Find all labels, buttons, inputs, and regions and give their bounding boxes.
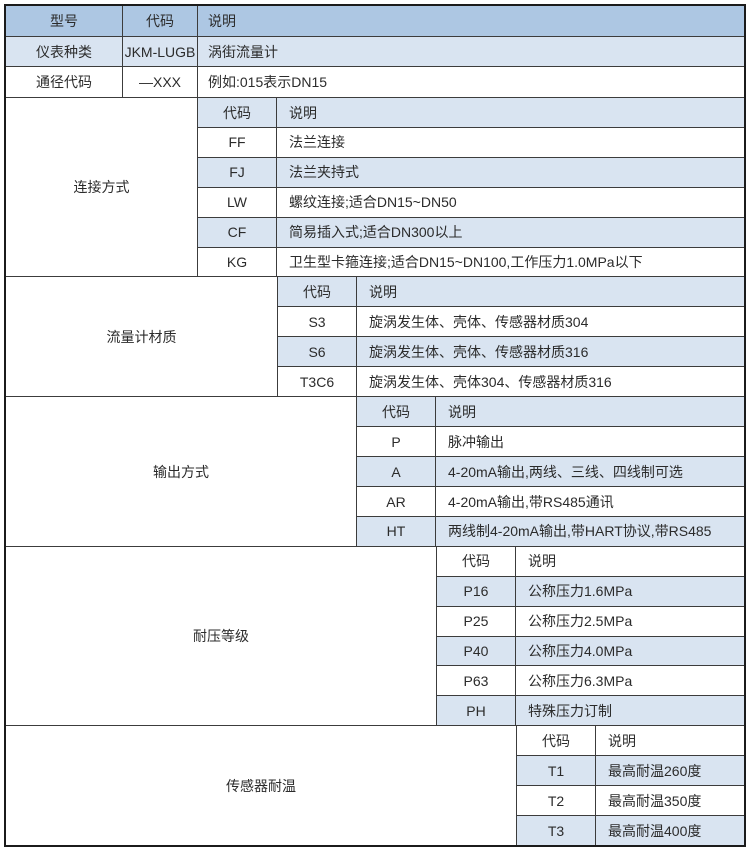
desc-cell: 旋涡发生体、壳体304、传感器材质316 [369,373,612,390]
desc-cell: 公称压力4.0MPa [528,642,633,659]
desc-cell: 公称压力1.6MPa [528,583,633,600]
table-row: AR 4-20mA输出,带RS485通讯 [357,487,744,517]
header-cell-model: 型号 [6,6,123,36]
code-cell: P16 [437,576,516,606]
code-cell: T3C6 [278,367,357,397]
section-connection-type: 连接方式 代码 说明 FF 法兰连接 FJ 法兰夹持式 LW 螺纹连接;适合DN… [6,98,744,278]
desc-cell: 公称压力2.5MPa [528,613,633,630]
header-cell-desc: 说明 [208,12,236,29]
section-label: 传感器耐温 [6,726,517,846]
code-cell: P40 [437,636,516,666]
diameter-desc: 例如:015表示DN15 [208,74,328,91]
sub-header-code: 代码 [517,726,596,756]
desc-cell: 最高耐温260度 [608,762,702,779]
sub-header-desc: 说明 [608,732,636,749]
desc-cell: 最高耐温400度 [608,822,702,839]
table-row: S3 旋涡发生体、壳体、传感器材质304 [278,307,744,338]
table-row: S6 旋涡发生体、壳体、传感器材质316 [278,337,744,368]
code-cell: A [357,457,436,487]
table-row: P63 公称压力6.3MPa [437,666,744,697]
table-row: FJ 法兰夹持式 [198,157,744,188]
desc-cell: 法兰夹持式 [289,164,359,181]
code-cell: FF [198,128,277,157]
sub-header-code: 代码 [437,546,516,576]
table-header-row: 型号 代码 说明 [6,6,744,37]
code-cell: S6 [278,337,357,367]
code-cell: HT [357,516,436,546]
instrument-code: JKM-LUGB [123,36,198,67]
header-cell-code: 代码 [123,6,198,36]
sub-header-row: 代码 说明 [357,397,744,428]
table-row: PH 特殊压力订制 [437,696,744,726]
code-cell: CF [198,217,277,247]
desc-cell: 旋涡发生体、壳体、传感器材质316 [369,343,589,360]
desc-cell: 卫生型卡箍连接;适合DN15~DN100,工作压力1.0MPa以下 [289,253,643,270]
table-row: P25 公称压力2.5MPa [437,606,744,637]
table-row: CF 简易插入式;适合DN300以上 [198,217,744,248]
code-cell: P [357,427,436,457]
desc-cell: 旋涡发生体、壳体、传感器材质304 [369,313,589,330]
diameter-code: —XXX [123,67,198,98]
table-row: A 4-20mA输出,两线、三线、四线制可选 [357,457,744,488]
row-diameter-code: 通径代码 —XXX 例如:015表示DN15 [6,67,744,99]
code-cell: T3 [517,816,596,846]
sub-header-desc: 说明 [289,104,317,121]
instrument-label: 仪表种类 [6,36,123,67]
table-row: T1 最高耐温260度 [517,756,744,787]
sub-header-desc: 说明 [528,553,556,570]
spec-table: 型号 代码 说明 仪表种类 JKM-LUGB 涡街流量计 通径代码 —XXX 例… [4,4,746,847]
code-cell: S3 [278,307,357,337]
section-label: 耐压等级 [6,546,437,726]
row-instrument-type: 仪表种类 JKM-LUGB 涡街流量计 [6,36,744,68]
code-cell: LW [198,187,277,217]
code-cell: T2 [517,786,596,816]
desc-cell: 脉冲输出 [448,433,504,450]
table-row: FF 法兰连接 [198,128,744,158]
sub-header-row: 代码 说明 [437,546,744,577]
desc-cell: 公称压力6.3MPa [528,672,633,689]
desc-cell: 特殊压力订制 [528,702,612,719]
code-cell: P25 [437,606,516,636]
table-row: P40 公称压力4.0MPa [437,636,744,667]
sub-header-code: 代码 [278,277,357,307]
desc-cell: 螺纹连接;适合DN15~DN50 [289,194,457,211]
table-row: P 脉冲输出 [357,427,744,458]
table-row: T3C6 旋涡发生体、壳体304、传感器材质316 [278,367,744,397]
desc-cell: 4-20mA输出,带RS485通讯 [448,493,614,510]
diameter-label: 通径代码 [6,67,123,98]
sub-header-code: 代码 [198,98,277,128]
code-cell: PH [437,696,516,726]
instrument-desc: 涡街流量计 [208,43,278,60]
table-row: T2 最高耐温350度 [517,786,744,817]
code-cell: FJ [198,157,277,187]
code-cell: KG [198,247,277,277]
desc-cell: 最高耐温350度 [608,792,702,809]
section-label: 连接方式 [6,98,198,277]
table-row: KG 卫生型卡箍连接;适合DN15~DN100,工作压力1.0MPa以下 [198,247,744,277]
desc-cell: 两线制4-20mA输出,带HART协议,带RS485 [448,523,712,540]
desc-cell: 4-20mA输出,两线、三线、四线制可选 [448,463,683,480]
sub-header-code: 代码 [357,397,436,427]
section-material: 流量计材质 代码 说明 S3 旋涡发生体、壳体、传感器材质304 S6 旋涡发生… [6,277,744,398]
desc-cell: 法兰连接 [289,134,345,151]
sub-header-desc: 说明 [369,283,397,300]
section-pressure-rating: 耐压等级 代码 说明 P16 公称压力1.6MPa P25 公称压力2.5MPa… [6,546,744,727]
section-sensor-temperature: 传感器耐温 代码 说明 T1 最高耐温260度 T2 最高耐温350度 T3 最… [6,726,744,846]
code-cell: AR [357,487,436,516]
section-output-mode: 输出方式 代码 说明 P 脉冲输出 A 4-20mA输出,两线、三线、四线制可选… [6,397,744,547]
sub-header-desc: 说明 [448,403,476,420]
desc-cell: 简易插入式;适合DN300以上 [289,224,463,241]
table-row: HT 两线制4-20mA输出,带HART协议,带RS485 [357,516,744,546]
section-label: 输出方式 [6,397,357,546]
sub-header-row: 代码 说明 [517,726,744,757]
table-row: LW 螺纹连接;适合DN15~DN50 [198,187,744,218]
code-cell: T1 [517,756,596,786]
table-row: T3 最高耐温400度 [517,816,744,846]
table-row: P16 公称压力1.6MPa [437,576,744,607]
section-label: 流量计材质 [6,277,278,397]
sub-header-row: 代码 说明 [198,98,744,129]
code-cell: P63 [437,666,516,696]
sub-header-row: 代码 说明 [278,277,744,308]
